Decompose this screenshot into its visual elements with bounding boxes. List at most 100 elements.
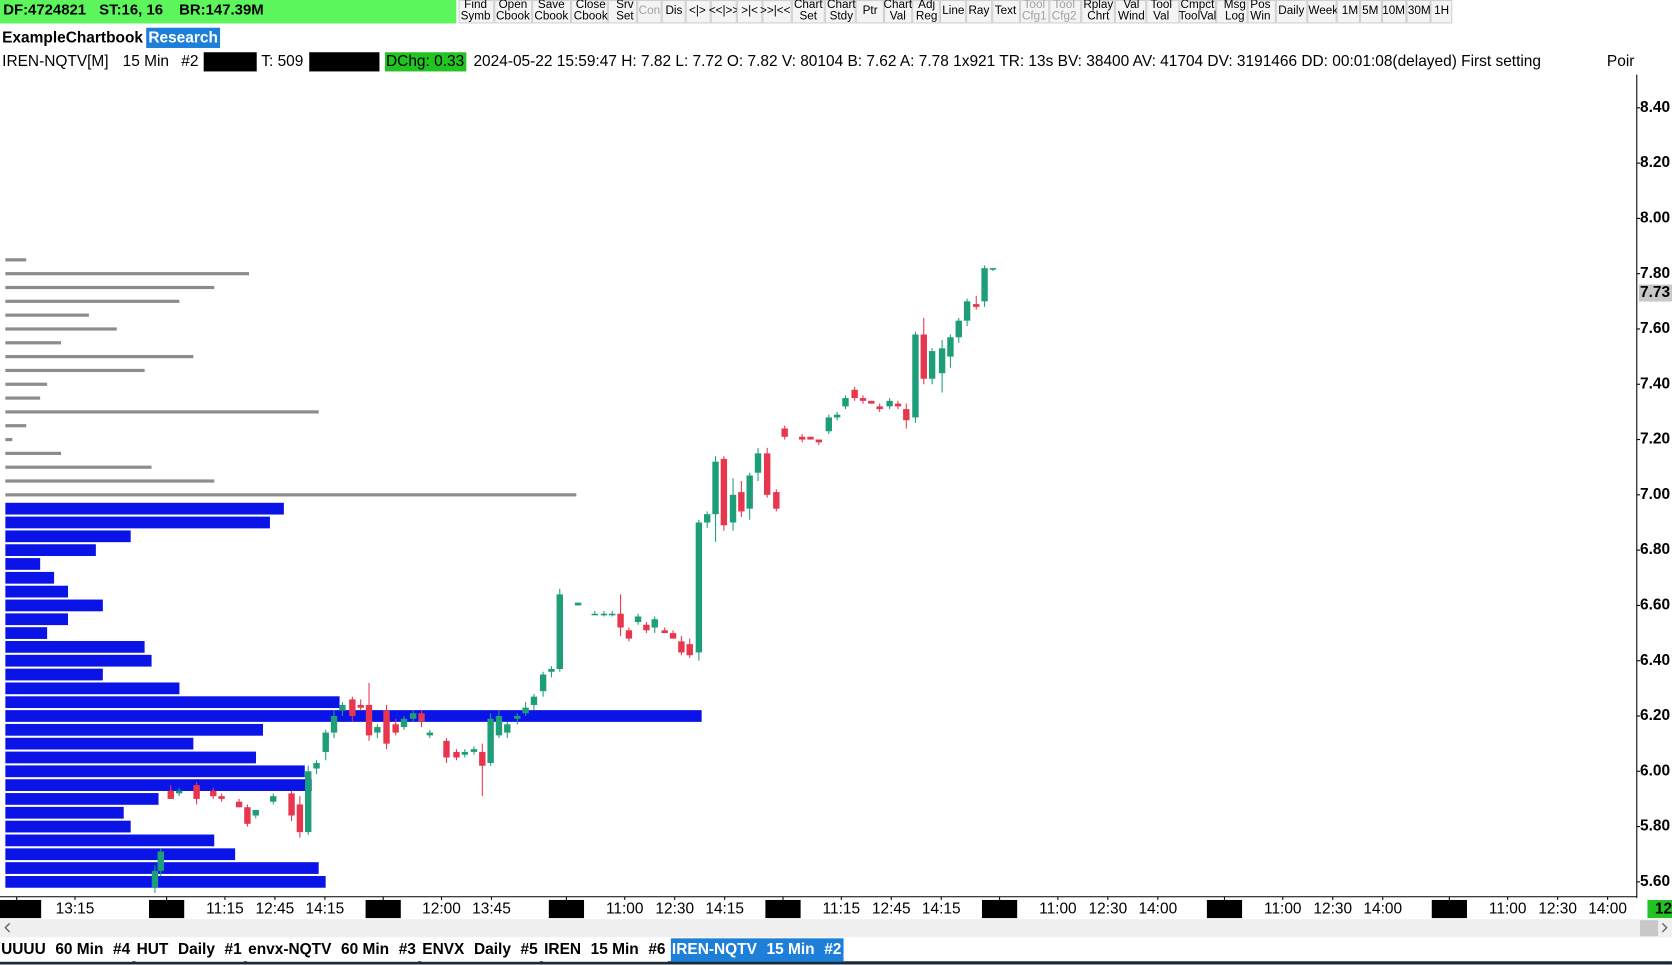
chart-tab-bg[interactable] [543, 938, 668, 962]
toolbar-button[interactable]: Ptr [855, 0, 884, 24]
toolbar-button[interactable]: Dis [661, 0, 686, 24]
chart-tab-label[interactable]: #1 [225, 941, 243, 958]
button-label[interactable]: Pos [1250, 0, 1270, 11]
button-label[interactable]: Open [499, 0, 528, 11]
button-label[interactable]: Close [576, 0, 606, 11]
chart-tab-label[interactable]: Daily [474, 941, 511, 958]
button-label[interactable]: Cbook [574, 10, 608, 23]
chart-tab[interactable]: ENVX Daily #5 [421, 938, 540, 962]
button-face[interactable] [1179, 0, 1217, 24]
chart-tab[interactable]: HUT Daily #1 [135, 938, 244, 962]
button-label[interactable]: Adj [918, 0, 935, 11]
toolbar-button[interactable]: Ray [966, 0, 993, 24]
button-face[interactable] [494, 0, 533, 24]
button-face[interactable] [1019, 0, 1050, 24]
chart-tab[interactable]: IREN 15 Min #6 [543, 938, 668, 962]
button-label[interactable]: Tool [1024, 0, 1046, 11]
chart-tab-bg[interactable] [421, 938, 540, 962]
chart-tab-label[interactable]: IREN [544, 941, 581, 958]
button-face[interactable] [1146, 0, 1180, 24]
button-label[interactable]: Set [616, 10, 634, 23]
button-face[interactable] [1275, 0, 1308, 24]
chartbook-tab-bg[interactable] [146, 27, 221, 48]
scroll-left-arrow[interactable] [4, 922, 11, 933]
button-label[interactable]: Save [538, 0, 565, 11]
chart-tab-label[interactable]: HUT [137, 941, 169, 958]
button-label[interactable]: Cmpct [1181, 0, 1216, 11]
chart-tab-bg[interactable] [670, 938, 844, 962]
button-face[interactable] [607, 0, 638, 24]
button-face[interactable] [1216, 0, 1248, 24]
button-label[interactable]: 1M [1342, 4, 1358, 17]
toolbar-button[interactable]: Text [992, 0, 1020, 24]
toolbar-button[interactable]: 30M [1406, 0, 1431, 24]
button-label[interactable]: Chart [884, 0, 913, 11]
button-face[interactable] [571, 0, 608, 24]
button-face[interactable] [1381, 0, 1407, 24]
button-label[interactable]: Val [1123, 0, 1139, 11]
button-label[interactable]: Reg [916, 10, 938, 23]
button-face[interactable] [685, 0, 711, 24]
button-label[interactable]: Chart [827, 0, 856, 11]
button-face[interactable] [736, 0, 763, 24]
button-label[interactable]: Symb [461, 10, 491, 23]
chart-tab[interactable]: IREN-NQTV 15 Min #2 [670, 938, 844, 962]
scrollbar-thumb[interactable] [1639, 920, 1659, 937]
chart-tab-label[interactable]: Daily [178, 941, 215, 958]
button-label[interactable]: Val [1153, 10, 1169, 23]
button-label[interactable]: Cbook [534, 10, 568, 23]
button-face[interactable] [855, 0, 884, 24]
toolbar-button[interactable]: Week [1307, 0, 1338, 24]
scrollbar[interactable] [0, 919, 1672, 938]
button-label[interactable]: Chart [794, 0, 823, 11]
chart-tab-label[interactable]: envx-NQTV [248, 941, 332, 958]
chart-tab-label[interactable]: 60 Min [55, 941, 103, 958]
toolbar-button[interactable]: 5M [1360, 0, 1382, 24]
button-label[interactable]: Tool [1150, 0, 1172, 11]
button-label[interactable]: 30M [1408, 4, 1431, 17]
button-face[interactable] [824, 0, 856, 24]
button-label[interactable]: Dis [665, 4, 682, 17]
button-face[interactable] [1114, 0, 1147, 24]
button-label[interactable]: <|> [689, 4, 706, 17]
button-label[interactable]: Win [1250, 10, 1270, 23]
button-label[interactable]: 1H [1434, 4, 1449, 17]
chart-tab-label[interactable]: #2 [824, 941, 841, 958]
button-label[interactable]: Log [1225, 10, 1245, 23]
button-label[interactable]: Con [639, 4, 661, 17]
button-label[interactable]: Ptr [863, 4, 878, 17]
button-label[interactable]: Ray [968, 4, 989, 17]
toolbar-button[interactable]: >>|<< [760, 0, 792, 24]
button-face[interactable] [661, 0, 686, 24]
button-label[interactable]: Set [799, 10, 817, 23]
button-face[interactable] [458, 0, 495, 24]
button-face[interactable] [791, 0, 825, 24]
chart-tab-label[interactable]: #6 [648, 941, 666, 958]
button-label[interactable]: >>|<< [760, 4, 791, 17]
chart-tab-label[interactable]: UUUU [1, 941, 46, 958]
button-label[interactable]: Find [464, 0, 487, 11]
toolbar-button[interactable]: <|> [685, 0, 711, 24]
chart-tab[interactable]: envx-NQTV 60 Min #3 [247, 938, 419, 962]
chart-tab-bg[interactable] [0, 938, 133, 962]
button-label[interactable]: Rplay [1083, 0, 1113, 11]
button-face[interactable] [992, 0, 1020, 24]
button-face[interactable] [1336, 0, 1361, 24]
chart-tab-bg[interactable] [247, 938, 419, 962]
chart-tab-label[interactable]: #3 [399, 941, 417, 958]
button-face[interactable] [1049, 0, 1082, 24]
chart-tab-label[interactable]: 60 Min [341, 941, 389, 958]
chart-tab-label[interactable]: IREN-NQTV [672, 941, 758, 958]
toolbar-button[interactable]: Daily [1275, 0, 1308, 24]
button-face[interactable] [762, 0, 792, 24]
